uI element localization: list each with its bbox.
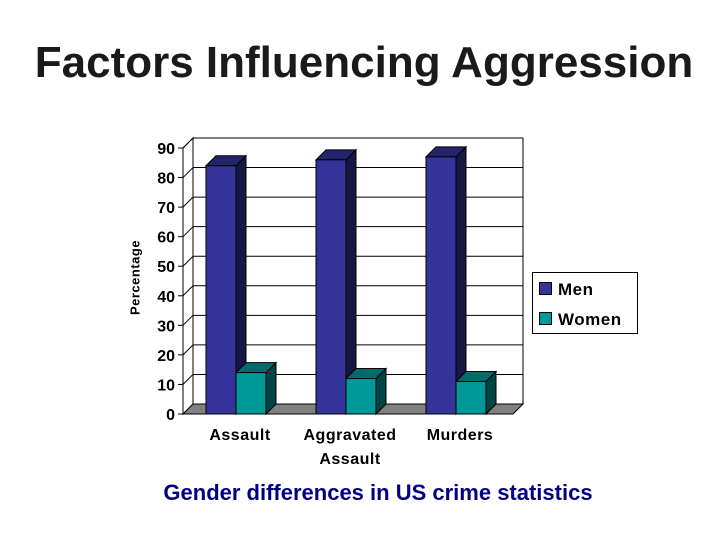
bars	[204, 145, 498, 416]
gridline-side	[182, 285, 194, 297]
legend-swatch-men	[539, 282, 552, 295]
bar-men	[425, 156, 457, 415]
x-tick-label: Aggravated	[303, 427, 396, 444]
gridline-side	[182, 255, 194, 267]
gridline-side	[182, 137, 194, 149]
bar-women	[235, 372, 267, 415]
gridline-side	[182, 374, 194, 385]
y-tick-label: 50	[157, 259, 175, 276]
x-axis-ticks: Assault Aggravated Assault Murders	[209, 427, 494, 468]
y-tick-label: 20	[157, 348, 175, 365]
y-tick-label: 90	[157, 141, 175, 158]
y-tick-label: 60	[157, 230, 175, 247]
y-tick-label: 80	[157, 171, 175, 188]
chart-caption: Gender differences in US crime statistic…	[163, 480, 593, 505]
gridline-side	[182, 314, 194, 326]
bar-women	[455, 380, 487, 415]
legend-label-women: Women	[558, 310, 622, 329]
gridline-side	[182, 196, 194, 208]
slide-title: Factors Influencing Aggression	[34, 38, 694, 87]
plot-side-wall	[182, 136, 194, 416]
y-tick-label: 10	[157, 377, 175, 394]
plot-back-wall	[192, 137, 524, 405]
gridline-side	[182, 167, 194, 178]
y-axis-label: Percentage	[127, 239, 143, 316]
legend: Men Women	[532, 272, 638, 334]
y-tick-label: 0	[166, 407, 175, 424]
legend-item-men: Men	[539, 280, 594, 300]
legend-swatch-women	[539, 312, 552, 325]
y-tick-label: 40	[157, 289, 175, 306]
bar-women	[345, 378, 377, 415]
legend-item-women: Women	[539, 310, 622, 330]
y-axis-ticks: 0 10 20 30 40 50 60 70 80 90	[157, 141, 184, 424]
y-tick-label: 70	[157, 200, 175, 217]
y-tick-label: 30	[157, 318, 175, 335]
x-tick-label: Murders	[427, 427, 494, 444]
legend-label-men: Men	[558, 280, 594, 299]
gridline-side	[182, 344, 194, 356]
x-tick-label: Assault	[209, 427, 270, 444]
gridline-side	[182, 226, 194, 238]
bar-men	[315, 159, 347, 415]
bar-men	[205, 165, 237, 415]
x-tick-label: Assault	[319, 451, 380, 468]
